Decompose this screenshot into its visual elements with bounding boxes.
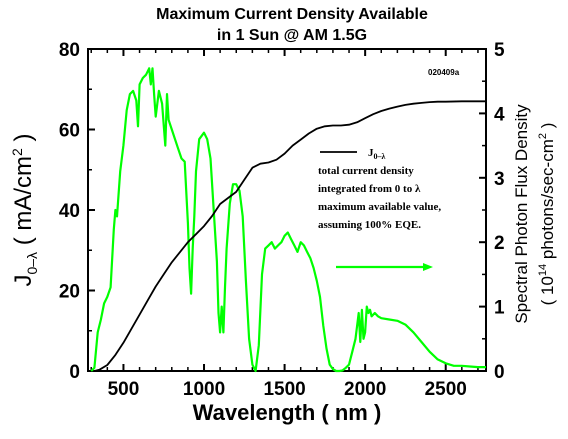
- left-y-axis-label: J0–λ ( mA/cm2 ): [9, 133, 40, 286]
- right-axis-arrow: [336, 263, 433, 271]
- right-y-label-b: photons/sec-cm: [538, 139, 557, 264]
- right-y-axis-label-line1: Spectral Photon Flux Density: [512, 104, 531, 324]
- current-density-series-line: [94, 100, 486, 372]
- left-y-axis-ticks: 0 20 40 60 80: [59, 40, 95, 383]
- right-y-axis-label-line2: ( 1014 photons/sec-cm2 ): [537, 123, 557, 306]
- right-y-label-c: ): [538, 123, 557, 133]
- legend-symbol: J0–λ: [368, 147, 386, 161]
- right-y-axis-ticks: 0 1 2 3 4 5: [479, 40, 505, 383]
- left-y-label-close: ): [10, 133, 37, 148]
- legend-line-3: maximum available value,: [318, 201, 441, 213]
- x-tick-label: 1000: [183, 379, 225, 400]
- left-y-tick-label: 60: [59, 121, 80, 142]
- x-axis-ticks: 500 1000 1500 2000 2500: [90, 49, 479, 400]
- left-y-label-sup: 2: [9, 148, 25, 156]
- legend-symbol-main: J: [368, 147, 374, 159]
- legend: J0–λ total current density integrated fr…: [318, 147, 441, 231]
- right-y-label-sup2: 2: [537, 133, 549, 139]
- right-y-tick-label: 3: [494, 169, 505, 190]
- right-y-tick-label: 0: [494, 362, 505, 383]
- left-y-tick-label: 80: [59, 40, 80, 61]
- x-tick-label: 2000: [344, 379, 386, 400]
- right-y-tick-label: 2: [494, 233, 505, 254]
- legend-line-4: assuming 100% EQE.: [318, 219, 421, 231]
- chart-title-line2: in 1 Sun @ AM 1.5G: [217, 27, 367, 44]
- x-tick-label: 1500: [263, 379, 305, 400]
- right-y-label-sup: 14: [537, 264, 549, 276]
- left-y-tick-label: 40: [59, 201, 80, 222]
- left-y-label-unit: ( mA/cm: [10, 156, 37, 252]
- x-tick-label: 2500: [425, 379, 467, 400]
- x-axis-label: Wavelength ( nm ): [193, 400, 382, 425]
- right-y-tick-label: 4: [494, 104, 505, 125]
- legend-symbol-sub: 0–λ: [374, 152, 386, 161]
- legend-line-2: integrated from 0 to λ: [318, 183, 421, 195]
- left-y-label-main: J: [10, 275, 37, 287]
- left-y-label-sub: 0–λ: [24, 252, 40, 275]
- right-y-label-a: ( 10: [538, 276, 557, 305]
- left-y-tick-label: 20: [59, 282, 80, 303]
- left-y-tick-label: 0: [69, 362, 80, 383]
- right-y-tick-label: 1: [494, 298, 505, 319]
- photon-flux-series-line: [90, 67, 486, 373]
- right-y-tick-label: 5: [494, 40, 505, 61]
- x-tick-label: 500: [108, 379, 140, 400]
- legend-line-1: total current density: [318, 165, 414, 177]
- chart-title-line1: Maximum Current Density Available: [156, 6, 428, 23]
- figure-code: 020409a: [428, 68, 460, 77]
